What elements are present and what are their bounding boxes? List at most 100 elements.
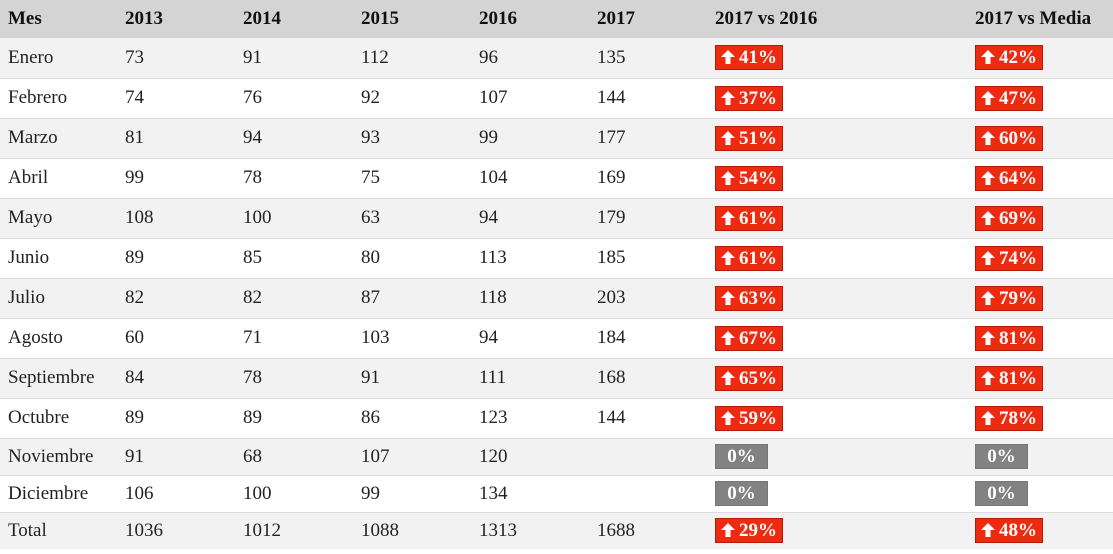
change-badge-value: 74% xyxy=(999,247,1037,269)
cell-2015: 80 xyxy=(361,247,380,268)
arrow-up-icon xyxy=(720,289,736,305)
change-badge-value: 59% xyxy=(739,407,777,429)
change-badge-up: 61% xyxy=(715,245,783,271)
cell-2015: 112 xyxy=(361,46,389,68)
change-badge-value: 60% xyxy=(999,127,1037,149)
cell-vs-2016: 67% xyxy=(707,318,967,358)
header-row: Mes 2013 2014 2015 2016 2017 2017 vs 201… xyxy=(0,0,1113,38)
change-badge-zero: 0% xyxy=(715,444,768,469)
cell-vs-2016: 54% xyxy=(707,158,967,198)
cell-2015: 86 xyxy=(361,407,380,428)
table-row: Noviembre 91 68 107 120 0% 0% xyxy=(0,438,1113,475)
cell-vs-2016: 61% xyxy=(707,238,967,278)
cell-vs-2016: 41% xyxy=(707,38,967,78)
cell-2015: 91 xyxy=(361,367,380,388)
arrow-up-icon xyxy=(980,169,996,185)
cell-mes: Diciembre xyxy=(8,482,89,504)
cell-2014: 89 xyxy=(243,407,262,428)
table-row: Enero 73 91 112 96 135 41% 42% xyxy=(0,38,1113,78)
cell-2017 xyxy=(589,438,707,475)
cell-mes: Noviembre xyxy=(8,445,94,467)
cell-vs-2016: 29% xyxy=(707,512,967,549)
arrow-up-icon xyxy=(720,89,736,105)
cell-mes: Febrero xyxy=(8,87,68,108)
table-row: Agosto 60 71 103 94 184 67% 81% xyxy=(0,318,1113,358)
cell-2015: 99 xyxy=(361,482,380,504)
cell-2017: 203 xyxy=(597,287,626,308)
cell-2014: 100 xyxy=(243,207,272,228)
cell-2017: 144 xyxy=(597,87,626,108)
arrow-up-icon xyxy=(980,289,996,305)
cell-2017: 135 xyxy=(597,46,626,68)
change-badge-zero: 0% xyxy=(715,481,768,506)
change-badge-up: 74% xyxy=(975,245,1043,271)
cell-2016: 1313 xyxy=(479,519,517,541)
table-row: Diciembre 106 100 99 134 0% 0% xyxy=(0,475,1113,512)
change-badge-value: 78% xyxy=(999,407,1037,429)
arrow-up-icon xyxy=(980,249,996,265)
table-header: Mes 2013 2014 2015 2016 2017 2017 vs 201… xyxy=(0,0,1113,38)
arrow-up-icon xyxy=(720,129,736,145)
change-badge-value: 0% xyxy=(987,446,1016,467)
change-badge-value: 0% xyxy=(727,446,756,467)
cell-2013: 74 xyxy=(125,87,144,108)
change-badge-up: 51% xyxy=(715,125,783,151)
cell-2015: 1088 xyxy=(361,519,399,541)
table-row: Julio 82 82 87 118 203 63% 79% xyxy=(0,278,1113,318)
header-2015: 2015 xyxy=(361,8,399,29)
cell-mes: Total xyxy=(8,519,47,541)
cell-2015: 93 xyxy=(361,127,380,148)
table-row: Septiembre 84 78 91 111 168 65% 81% xyxy=(0,358,1113,398)
change-badge-up: 59% xyxy=(715,405,783,431)
arrow-up-icon xyxy=(980,89,996,105)
cell-2016: 94 xyxy=(479,207,498,228)
change-badge-up: 48% xyxy=(975,518,1043,544)
cell-2013: 91 xyxy=(125,445,144,467)
change-badge-value: 64% xyxy=(999,167,1037,189)
cell-2013: 106 xyxy=(125,482,154,504)
change-badge-value: 65% xyxy=(739,367,777,389)
cell-2015: 75 xyxy=(361,167,380,188)
change-badge-value: 81% xyxy=(999,327,1037,349)
change-badge-value: 47% xyxy=(999,87,1037,109)
cell-2015: 63 xyxy=(361,207,380,228)
cell-2017 xyxy=(589,475,707,512)
cell-2015: 107 xyxy=(361,445,390,467)
cell-vs-2016: 61% xyxy=(707,198,967,238)
cell-2016: 107 xyxy=(479,87,508,108)
table-row: Junio 89 85 80 113 185 61% 74% xyxy=(0,238,1113,278)
cell-mes: Octubre xyxy=(8,407,70,428)
cell-2016: 113 xyxy=(479,247,507,268)
change-badge-value: 79% xyxy=(999,287,1037,309)
change-badge-value: 54% xyxy=(739,167,777,189)
change-badge-value: 69% xyxy=(999,207,1037,229)
table-body: Enero 73 91 112 96 135 41% 42% Febrero 74 76 92 107 1… xyxy=(0,38,1113,549)
cell-2013: 81 xyxy=(125,127,144,148)
table-row: Octubre 89 89 86 123 144 59% 78% xyxy=(0,398,1113,438)
change-badge-up: 67% xyxy=(715,325,783,351)
cell-2017: 169 xyxy=(597,167,626,188)
change-badge-up: 29% xyxy=(715,518,783,544)
cell-vs-2016: 37% xyxy=(707,78,967,118)
change-badge-up: 64% xyxy=(975,165,1043,191)
change-badge-zero: 0% xyxy=(975,444,1028,469)
arrow-up-icon xyxy=(980,521,996,538)
cell-2014: 100 xyxy=(243,482,272,504)
cell-2017: 185 xyxy=(597,247,626,268)
cell-2014: 85 xyxy=(243,247,262,268)
arrow-up-icon xyxy=(980,209,996,225)
cell-vs-media: 47% xyxy=(967,78,1113,118)
cell-mes: Junio xyxy=(8,247,50,268)
arrow-up-icon xyxy=(720,369,736,385)
change-badge-value: 42% xyxy=(999,47,1037,69)
change-badge-value: 61% xyxy=(739,207,777,229)
cell-2014: 82 xyxy=(243,287,262,308)
cell-2016: 99 xyxy=(479,127,498,148)
cell-2016: 111 xyxy=(479,367,507,388)
cell-vs-2016: 65% xyxy=(707,358,967,398)
cell-vs-media: 48% xyxy=(967,512,1113,549)
cell-vs-media: 74% xyxy=(967,238,1113,278)
change-badge-up: 79% xyxy=(975,285,1043,311)
cell-2013: 1036 xyxy=(125,519,163,541)
